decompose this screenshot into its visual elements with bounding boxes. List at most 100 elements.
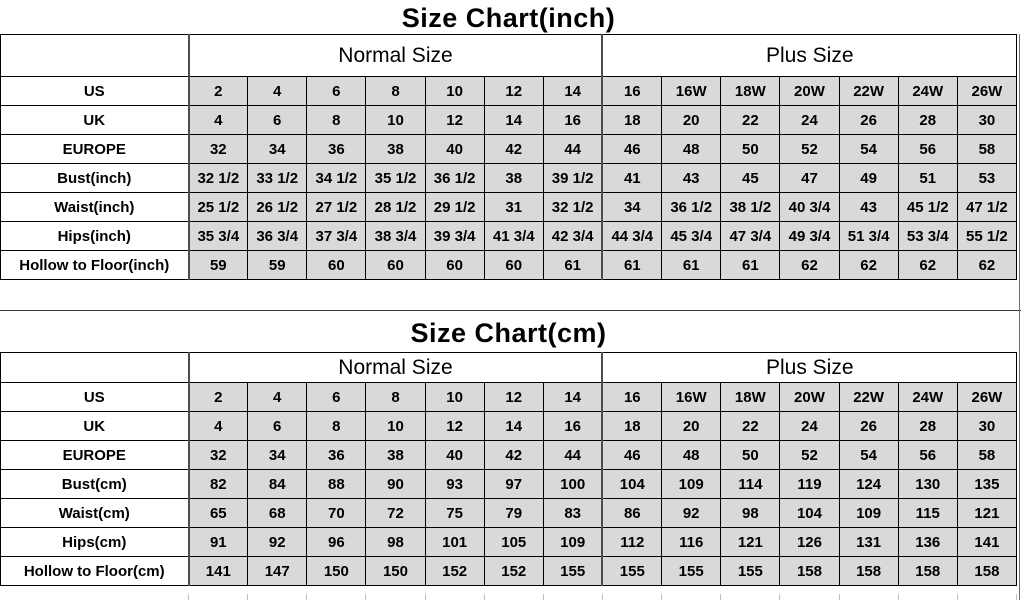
row-label: Hips(cm) xyxy=(0,527,190,557)
size-cell: 158 xyxy=(897,556,958,586)
size-cell: 34 xyxy=(247,134,308,164)
size-cell: 48 xyxy=(661,440,722,470)
size-cell: 84 xyxy=(247,469,308,499)
size-cell: 141 xyxy=(187,556,249,586)
size-cell: 8 xyxy=(306,411,367,441)
size-cell: 121 xyxy=(720,527,781,557)
size-cell: 14 xyxy=(542,76,603,106)
size-cell: 41 3/4 xyxy=(483,221,544,251)
size-cell: 12 xyxy=(483,382,544,412)
size-cell: 12 xyxy=(483,76,544,106)
size-cell: 131 xyxy=(838,527,899,557)
size-cell: 24W xyxy=(897,382,958,412)
size-cell: 22 xyxy=(720,105,781,135)
size-cell: 40 xyxy=(424,440,485,470)
size-cell: 10 xyxy=(365,105,426,135)
size-cell: 26W xyxy=(956,382,1018,412)
size-cell: 126 xyxy=(779,527,840,557)
size-cell: 35 3/4 xyxy=(187,221,249,251)
size-cell: 30 xyxy=(956,411,1018,441)
size-chart-inch-table: Normal Size Plus Size US 2 4 6 8 10 12 14 16 16W 1… xyxy=(0,34,1018,280)
size-cell: 48 xyxy=(661,134,722,164)
size-cell: 31 xyxy=(483,192,544,222)
size-cell: 60 xyxy=(424,250,485,280)
size-cell: 45 xyxy=(720,163,781,193)
size-chart-inch-title: Size Chart(inch) xyxy=(401,3,616,33)
size-cell: 33 1/2 xyxy=(247,163,308,193)
size-cell: 104 xyxy=(779,498,840,528)
size-cell: 14 xyxy=(542,382,603,412)
size-cell: 42 3/4 xyxy=(542,221,603,251)
size-cell: 130 xyxy=(897,469,958,499)
size-cell: 4 xyxy=(247,76,308,106)
size-cell: 29 1/2 xyxy=(424,192,485,222)
size-cell: 32 xyxy=(187,440,249,470)
size-cell: 20W xyxy=(779,76,840,106)
size-cell: 50 xyxy=(720,440,781,470)
size-cell: 92 xyxy=(247,527,308,557)
size-cell: 60 xyxy=(365,250,426,280)
size-cell: 70 xyxy=(306,498,367,528)
size-cell: 62 xyxy=(779,250,840,280)
size-cell: 41 xyxy=(601,163,663,193)
size-cell: 20 xyxy=(661,105,722,135)
size-cell: 72 xyxy=(365,498,426,528)
size-cell: 61 xyxy=(542,250,603,280)
size-cell: 58 xyxy=(956,134,1018,164)
row-label: US xyxy=(0,382,190,412)
size-cell: 82 xyxy=(187,469,249,499)
size-cell: 62 xyxy=(838,250,899,280)
size-cell: 121 xyxy=(956,498,1018,528)
size-cell: 93 xyxy=(424,469,485,499)
group-header-row: Normal Size Plus Size xyxy=(0,352,1018,383)
table-row: EUROPE 32 34 36 38 40 42 44 46 48 50 52 54 56 58 xyxy=(0,440,1018,470)
size-cell: 96 xyxy=(306,527,367,557)
size-cell: 18W xyxy=(720,382,781,412)
size-cell: 37 3/4 xyxy=(306,221,367,251)
size-chart-inch-section: Size Chart(inch) Normal Size Plus Size U… xyxy=(0,0,1018,280)
size-cell: 46 xyxy=(601,440,663,470)
size-cell: 65 xyxy=(187,498,249,528)
size-cell: 43 xyxy=(661,163,722,193)
size-cell: 10 xyxy=(424,382,485,412)
size-cell: 4 xyxy=(187,411,249,441)
table-row: Waist(cm) 65 68 70 72 75 79 83 86 92 98 104 109 115 12… xyxy=(0,498,1018,528)
size-cell: 45 3/4 xyxy=(661,221,722,251)
size-cell: 38 3/4 xyxy=(365,221,426,251)
size-cell: 49 xyxy=(838,163,899,193)
size-cell: 2 xyxy=(187,76,249,106)
size-cell: 6 xyxy=(247,411,308,441)
size-cell: 38 1/2 xyxy=(720,192,781,222)
size-cell: 135 xyxy=(956,469,1018,499)
size-cell: 158 xyxy=(838,556,899,586)
table-row: Hips(inch) 35 3/4 36 3/4 37 3/4 38 3/4 39 3/4… xyxy=(0,221,1018,251)
size-cell: 2 xyxy=(187,382,249,412)
size-cell: 44 xyxy=(542,440,603,470)
size-cell: 34 1/2 xyxy=(306,163,367,193)
size-cell: 44 3/4 xyxy=(601,221,663,251)
table-row: EUROPE 32 34 36 38 40 42 44 46 48 50 52 54 56 58 xyxy=(0,134,1018,164)
group-header-row: Normal Size Plus Size xyxy=(0,34,1018,77)
size-cell: 47 xyxy=(779,163,840,193)
size-cell: 100 xyxy=(542,469,603,499)
row-label: UK xyxy=(0,411,190,441)
size-cell: 150 xyxy=(306,556,367,586)
size-cell: 6 xyxy=(306,76,367,106)
size-cell: 42 xyxy=(483,134,544,164)
size-cell: 155 xyxy=(661,556,722,586)
size-cell: 16 xyxy=(542,411,603,441)
size-cell: 124 xyxy=(838,469,899,499)
size-cell: 16 xyxy=(601,382,663,412)
partial-next-row xyxy=(188,594,1017,600)
size-cell: 34 xyxy=(247,440,308,470)
row-label: Hollow to Floor(inch) xyxy=(0,250,190,280)
size-cell: 24W xyxy=(897,76,958,106)
table-row: UK 4 6 8 10 12 14 16 18 20 22 24 26 28 30 xyxy=(0,105,1018,135)
size-cell: 40 3/4 xyxy=(779,192,840,222)
size-cell: 152 xyxy=(424,556,485,586)
normal-size-header: Normal Size xyxy=(187,34,603,77)
size-cell: 26 1/2 xyxy=(247,192,308,222)
corner-cell xyxy=(0,34,189,77)
size-cell: 26 xyxy=(838,411,899,441)
